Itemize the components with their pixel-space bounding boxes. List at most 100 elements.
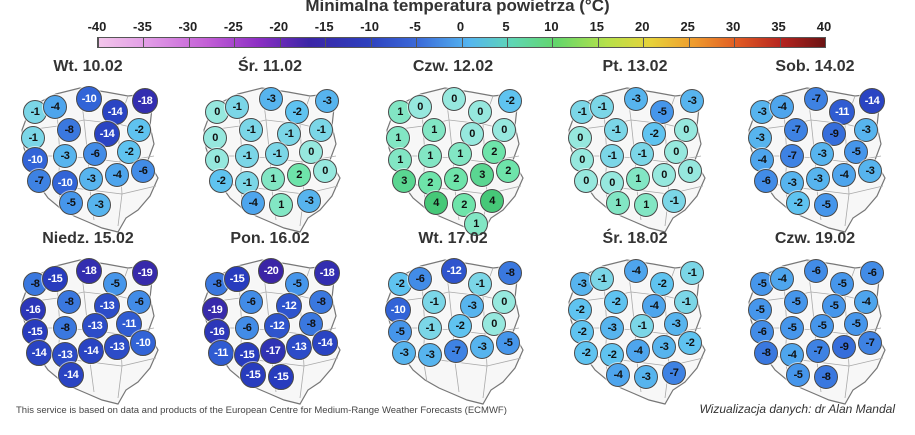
temperature-marker: 1	[626, 167, 650, 192]
region-border	[121, 185, 157, 195]
temperature-marker: -12	[264, 312, 290, 339]
temperature-marker: -8	[57, 118, 81, 143]
colorbar-tick-label: 25	[680, 19, 695, 34]
temperature-marker: 0	[574, 169, 598, 194]
temperature-marker: -8	[814, 364, 838, 389]
region-border	[121, 357, 157, 367]
temperature-marker: -14	[312, 330, 338, 357]
temperature-marker: -2	[574, 341, 598, 366]
colorbar-tick-label: 20	[635, 19, 650, 34]
temperature-marker: -20	[258, 257, 284, 284]
temperature-marker: -14	[58, 361, 84, 388]
temperature-marker: -11	[829, 99, 855, 126]
colorbar-tick-label: 30	[725, 19, 741, 34]
temperature-marker: -1	[590, 266, 614, 291]
temperature-marker: 1	[448, 141, 472, 166]
temperature-marker: -1	[235, 143, 259, 168]
colorbar-tick	[188, 37, 190, 48]
temperature-marker: 2	[287, 163, 311, 188]
temperature-marker: -2	[786, 190, 810, 215]
temperature-marker: -19	[202, 296, 228, 323]
colorbar-tick-label: -25	[223, 19, 243, 34]
map-panel: Pon. 16.02 -8 -15 -20 -5 -18 -19 -6 -12 -8 -16 -6 -1…	[190, 230, 350, 410]
temperature-marker: -2	[650, 272, 674, 297]
temperature-marker: -18	[314, 259, 340, 286]
temperature-marker: -3	[418, 343, 442, 368]
temperature-marker: -6	[235, 315, 259, 340]
region-border	[844, 365, 850, 399]
region-border	[454, 361, 460, 393]
temperature-marker: 2	[444, 167, 468, 192]
temperature-marker: -15	[268, 363, 294, 390]
temperature-marker: -3	[392, 341, 416, 366]
temperature-marker: -6	[860, 260, 884, 285]
temperature-marker: -3	[748, 125, 772, 150]
temperature-marker: 0	[600, 171, 624, 196]
temperature-marker: -1	[662, 188, 686, 213]
colorbar-tick	[370, 37, 372, 48]
temperature-marker: -5	[814, 192, 838, 217]
temperature-marker: -3	[87, 192, 111, 217]
temperature-marker: -7	[804, 86, 828, 111]
colorbar-tick	[825, 37, 826, 48]
temperature-marker: -8	[57, 290, 81, 315]
temperature-marker: -1	[604, 118, 628, 143]
temperature-marker: -6	[408, 266, 432, 291]
temperature-marker: -1	[309, 118, 333, 143]
panel-date: Pon. 16.02	[230, 230, 310, 247]
colorbar-tick-label: -15	[314, 19, 334, 34]
colorbar-tick	[416, 37, 418, 48]
region-border	[299, 365, 305, 399]
colorbar-tick	[98, 37, 99, 48]
colorbar-tick	[552, 37, 554, 48]
temperature-marker: -10	[22, 146, 48, 173]
colorbar-tick	[597, 37, 599, 48]
panel-date: Wt. 10.02	[53, 58, 123, 75]
temperature-marker: -18	[132, 87, 158, 114]
temperature-marker: 1	[464, 212, 488, 237]
temperature-marker: -15	[240, 361, 266, 388]
temperature-marker: -3	[470, 335, 494, 360]
temperature-marker: -5	[59, 190, 83, 215]
colorbar-tick-label: -10	[360, 19, 380, 34]
colorbar-tick	[779, 37, 781, 48]
temperature-marker: -13	[104, 334, 130, 361]
temperature-marker: -2	[678, 331, 702, 356]
map-panel: Sob. 14.02 -3 -4 -7 -11 -14 -3 -7 -9 -3 -4 -7 -3 -5 -6…	[735, 58, 895, 238]
temperature-marker: 3	[392, 169, 416, 194]
colorbar-tick	[734, 37, 736, 48]
temperature-marker: -8	[498, 260, 522, 285]
panel-date: Śr. 11.02	[237, 58, 303, 75]
temperature-marker: -14	[859, 87, 885, 114]
colorbar-tick-label: -35	[133, 19, 152, 34]
temperature-marker: -1	[570, 100, 594, 125]
temperature-marker: -2	[498, 88, 522, 113]
temperature-marker: -2	[285, 100, 309, 125]
temperature-marker: 0	[203, 125, 227, 150]
colorbar-tick-label: -30	[178, 19, 198, 34]
colorbar-tick-label: 10	[544, 19, 559, 34]
map-panel: Śr. 11.02 0 -1 -3 -2 -3 0 -1 -1 -1 0 -1 -1 0 -2 -1 1 2 0 -4…	[190, 58, 350, 238]
region-border	[848, 357, 884, 367]
temperature-marker: -5	[780, 315, 804, 340]
temperature-marker: 0	[492, 118, 516, 143]
temperature-marker: -5	[496, 331, 520, 356]
colorbar-tick	[234, 37, 236, 48]
colorbar-tick-label: 0	[456, 19, 465, 34]
temperature-marker: -4	[770, 94, 794, 119]
temperature-marker: -3	[624, 86, 648, 111]
temperature-marker: 4	[480, 188, 504, 213]
temperature-marker: 3	[470, 163, 494, 188]
colorbar-tick-label: -5	[409, 19, 421, 34]
temperature-marker: -3	[854, 118, 878, 143]
temperature-marker: -11	[116, 310, 142, 337]
temperature-marker: 0	[205, 147, 229, 172]
map-panel: Pt. 13.02 -1 -1 -3 -5 -3 0 -1 -2 0 0 -1 -1 0 0 0 1 0 0 1 1 -1	[555, 58, 715, 238]
map-panel: Czw. 19.02 -5 -4 -6 -5 -6 -5 -5 -5 -4 -6 -5 -5 -5 -8 -4…	[735, 230, 895, 410]
temperature-marker: -1	[418, 315, 442, 340]
panel-date: Czw. 12.02	[412, 58, 494, 75]
temperature-marker: -13	[82, 312, 108, 339]
colorbar-tick	[461, 37, 463, 48]
temperature-marker: -5	[784, 290, 808, 315]
map-panel: Wt. 17.02 -2 -6 -12 -1 -8 -10 -1 -3 0 -5 -1 -2 0 -3 -3-…	[373, 230, 533, 410]
